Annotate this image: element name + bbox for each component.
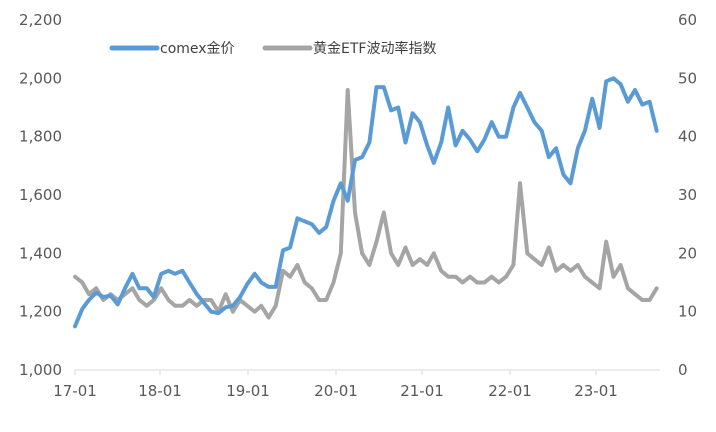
right-y-tick-label: 10 xyxy=(678,303,697,321)
legend: comex金价 黄金ETF波动率指数 xyxy=(109,40,436,57)
legend-label-comex: comex金价 xyxy=(160,41,235,57)
left-y-tick-label: 2,000 xyxy=(19,69,62,87)
x-tick-label: 17-01 xyxy=(53,382,97,400)
series-line-comex-gold xyxy=(73,76,659,329)
right-y-tick-label: 40 xyxy=(678,128,697,146)
right-y-tick-label: 60 xyxy=(678,11,697,29)
right-y-tick-label: 50 xyxy=(678,69,697,87)
x-tick-label: 21-01 xyxy=(400,382,444,400)
left-y-tick-label: 1,400 xyxy=(19,244,62,262)
legend-item-etf-vol: 黄金ETF波动率指数 xyxy=(262,40,436,57)
x-tick-label: 19-01 xyxy=(226,382,270,400)
right-y-tick-label: 30 xyxy=(678,186,697,204)
right-y-tick-label: 0 xyxy=(678,361,688,379)
left-y-axis-ticks: 1,000 1,200 1,400 1,600 1,800 2,000 2,200 xyxy=(19,11,62,379)
x-tick-label: 23-01 xyxy=(574,382,618,400)
x-tick-label: 20-01 xyxy=(314,382,358,400)
left-y-tick-label: 1,600 xyxy=(19,186,62,204)
x-tick-label: 22-01 xyxy=(488,382,532,400)
legend-item-comex: comex金价 xyxy=(109,41,235,57)
series-line-etf-volatility xyxy=(73,88,659,320)
x-axis-ticks: 17-01 18-01 19-01 20-01 21-01 22-01 23-01 xyxy=(53,370,618,400)
left-y-tick-label: 1,800 xyxy=(19,128,62,146)
right-y-axis-ticks: 0 10 20 30 40 50 60 xyxy=(678,11,697,379)
left-y-tick-label: 2,200 xyxy=(19,11,62,29)
right-y-tick-label: 20 xyxy=(678,244,697,262)
left-y-tick-label: 1,000 xyxy=(19,361,62,379)
series-layer xyxy=(73,76,659,329)
x-tick-label: 18-01 xyxy=(138,382,182,400)
legend-label-etf-vol: 黄金ETF波动率指数 xyxy=(313,40,436,57)
left-y-tick-label: 1,200 xyxy=(19,303,62,321)
